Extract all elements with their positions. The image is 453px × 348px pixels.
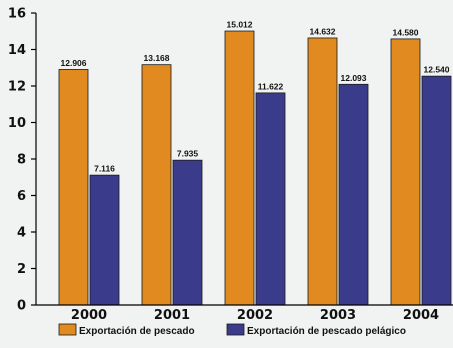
bar-fish-export [141, 64, 172, 306]
legend-swatch-pelagic-export [226, 323, 245, 336]
bar-fish-export [390, 38, 421, 306]
x-tick-label: 2004 [403, 308, 439, 323]
data-label: 14.632 [310, 26, 336, 36]
legend-swatch-fish-export [58, 323, 77, 336]
x-axis: 2000 2001 2002 2003 2004 [36, 304, 453, 323]
bar-pelagic-export [421, 75, 452, 306]
y-tick-label: 12 [8, 80, 26, 95]
bar-fish-export [307, 37, 338, 306]
bars: 12.906 7.116 13.168 7.935 15.012 11.622 14.632… [58, 20, 452, 306]
bar-fish-export [224, 30, 255, 306]
data-label: 14.580 [393, 27, 419, 37]
x-tick-label: 2002 [237, 308, 273, 323]
y-tick-label: 16 [8, 7, 26, 22]
data-label: 12.540 [424, 65, 450, 75]
data-label: 11.622 [258, 81, 284, 91]
legend-label: Exportación de pescado [79, 326, 195, 337]
data-label: 7.935 [177, 149, 199, 159]
y-tick-label: 8 [17, 153, 26, 168]
data-label: 12.906 [61, 58, 87, 68]
y-tick-label: 0 [17, 299, 26, 314]
data-label: 15.012 [227, 20, 253, 30]
bar-pelagic-export [338, 83, 369, 306]
legend-label: Exportación de pescado pelágico [247, 326, 406, 337]
x-tick-label: 2000 [71, 308, 107, 323]
y-tick-label: 6 [17, 189, 26, 204]
bar-pelagic-export [255, 92, 286, 306]
y-tick-label: 10 [8, 116, 26, 131]
y-axis: 0 2 4 6 8 10 12 14 16 [8, 7, 37, 314]
legend: Exportación de pescado Exportación de pes… [58, 323, 406, 337]
x-tick-label: 2001 [154, 308, 190, 323]
data-label: 7.116 [94, 164, 115, 174]
y-tick-label: 2 [17, 262, 26, 277]
y-tick-label: 4 [17, 226, 26, 241]
data-label: 12.093 [341, 73, 367, 83]
x-tick-label: 2003 [320, 308, 356, 323]
bar-pelagic-export [89, 174, 120, 306]
bar-fish-export [58, 69, 89, 306]
data-label: 13.168 [144, 53, 170, 63]
bar-pelagic-export [172, 159, 203, 306]
y-tick-label: 14 [8, 43, 26, 58]
